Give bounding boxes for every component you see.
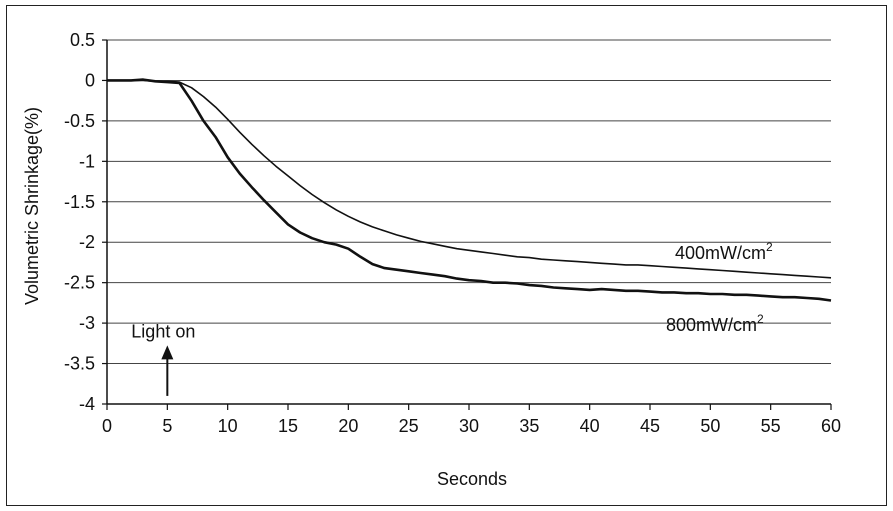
light-on-label: Light on bbox=[131, 321, 195, 341]
x-tick-label: 15 bbox=[278, 416, 298, 436]
y-tick-label: -0.5 bbox=[64, 111, 95, 131]
x-tick-label: 20 bbox=[338, 416, 358, 436]
y-tick-label: 0 bbox=[85, 70, 95, 90]
x-tick-label: 5 bbox=[162, 416, 172, 436]
y-tick-label: -1 bbox=[79, 151, 95, 171]
series-label-800: 800mW/cm2 bbox=[666, 312, 764, 335]
y-tick-label: -2 bbox=[79, 232, 95, 252]
x-axis-title: Seconds bbox=[437, 469, 507, 489]
volumetric-shrinkage-chart: 0.5 0 -0.5 -1 -1.5 -2 -2.5 -3 -3.5 -4 0 5 10 15 20 25 30… bbox=[22, 30, 841, 489]
x-tick-label: 0 bbox=[102, 416, 112, 436]
axes bbox=[102, 39, 832, 410]
x-tick-label: 40 bbox=[580, 416, 600, 436]
series-line-400 bbox=[107, 79, 832, 279]
x-tick-label: 55 bbox=[761, 416, 781, 436]
x-tick-label: 30 bbox=[459, 416, 479, 436]
annotations: Light on bbox=[131, 321, 195, 396]
y-axis-title: Volumetric Shrinkage(%) bbox=[22, 107, 42, 305]
x-tick-label: 10 bbox=[218, 416, 238, 436]
y-tick-label: -1.5 bbox=[64, 192, 95, 212]
series-label-superscript: 2 bbox=[766, 240, 773, 254]
y-tick-label: -3 bbox=[79, 313, 95, 333]
gridlines bbox=[107, 39, 831, 365]
y-tick-label: -3.5 bbox=[64, 354, 95, 374]
x-tick-label: 35 bbox=[519, 416, 539, 436]
x-tick-label: 50 bbox=[700, 416, 720, 436]
y-tick-label: -2.5 bbox=[64, 273, 95, 293]
x-tick-label: 60 bbox=[821, 416, 841, 436]
series-label-superscript: 2 bbox=[757, 312, 764, 326]
series-label-text: 400mW/cm bbox=[675, 243, 766, 263]
chart-frame: 0.5 0 -0.5 -1 -1.5 -2 -2.5 -3 -3.5 -4 0 5 10 15 20 25 30… bbox=[6, 5, 887, 506]
x-tick-label: 45 bbox=[640, 416, 660, 436]
y-tick-label: -4 bbox=[79, 394, 95, 414]
x-tick-label: 25 bbox=[399, 416, 419, 436]
series-label-text: 800mW/cm bbox=[666, 315, 757, 335]
series-label-400: 400mW/cm2 bbox=[675, 240, 773, 263]
tick-labels: 0.5 0 -0.5 -1 -1.5 -2 -2.5 -3 -3.5 -4 0 5 10 15 20 25 30… bbox=[64, 30, 841, 436]
light-on-arrow-head bbox=[161, 345, 174, 360]
series-line-800 bbox=[107, 78, 832, 302]
y-tick-label: 0.5 bbox=[70, 30, 95, 50]
series-lines bbox=[107, 78, 832, 302]
